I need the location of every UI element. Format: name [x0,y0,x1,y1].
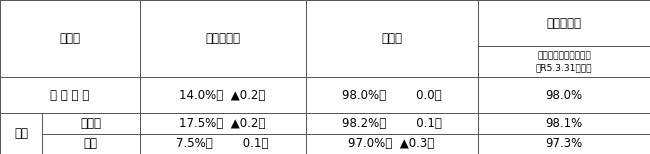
Bar [306,77,478,113]
Text: 就職率: 就職率 [381,32,402,45]
Bar [478,77,650,113]
Text: 前年度卒業生の就職率
（R5.3.31現在）: 前年度卒業生の就職率 （R5.3.31現在） [536,51,592,72]
Bar [140,0,306,77]
Bar [140,134,306,154]
Text: 97.0%（  ▲0.3）: 97.0%（ ▲0.3） [348,137,435,150]
Bar [0,113,140,154]
Bar [306,0,478,77]
Bar [0,77,140,113]
Text: 国公立: 国公立 [81,117,101,130]
Text: 高 等 学 校: 高 等 学 校 [50,89,90,102]
Text: 98.0%（        0.0）: 98.0%（ 0.0） [342,89,441,102]
Bar [478,0,650,46]
Bar [140,113,306,134]
Bar [478,46,650,77]
Bar [306,134,478,154]
Text: 97.3%: 97.3% [545,137,582,150]
Text: 98.0%: 98.0% [545,89,582,102]
Text: 98.2%（        0.1）: 98.2%（ 0.1） [342,117,441,130]
Bar [306,113,478,134]
Text: うち: うち [14,127,28,140]
Text: 就職希望率: 就職希望率 [205,32,240,45]
Bar [0,0,140,77]
Text: 7.5%（        0.1）: 7.5%（ 0.1） [176,137,269,150]
Text: 私立: 私立 [84,137,98,150]
Text: 98.1%: 98.1% [545,117,582,130]
Text: 〈参　考〉: 〈参 考〉 [547,17,581,30]
Text: 17.5%（  ▲0.2）: 17.5%（ ▲0.2） [179,117,266,130]
Bar [478,134,650,154]
Bar [478,113,650,134]
Bar [140,77,306,113]
Text: 14.0%（  ▲0.2）: 14.0%（ ▲0.2） [179,89,266,102]
Text: 区　分: 区 分 [59,32,81,45]
